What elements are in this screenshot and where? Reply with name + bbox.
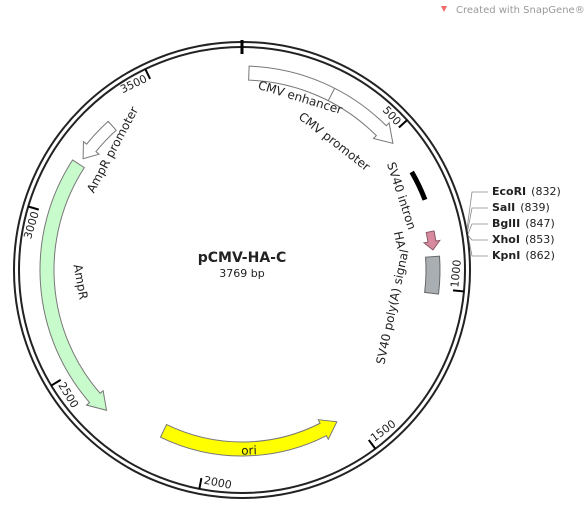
logo-icon	[441, 6, 447, 12]
site-leader	[467, 207, 488, 231]
site-name: KpnI	[492, 249, 520, 262]
site-label: XhoI (853)	[492, 233, 555, 246]
site-position: (839)	[520, 201, 550, 214]
tick-label: 1000	[448, 259, 464, 288]
ampr-promoter-arrow	[82, 120, 117, 160]
plasmid-name: pCMV-HA-C	[198, 250, 287, 266]
site-leader	[466, 191, 488, 229]
site-label: KpnI (862)	[492, 249, 555, 262]
feature-label: SV40 poly(A) signal	[373, 248, 411, 366]
ha-arrow	[422, 230, 441, 251]
site-leader	[468, 235, 488, 241]
site-position: (847)	[525, 217, 555, 230]
tick-mark	[50, 378, 62, 387]
polya-box	[424, 255, 441, 295]
site-label: SalI (839)	[492, 201, 550, 214]
plasmid-length: 3769 bp	[219, 267, 264, 280]
site-name: SalI	[492, 201, 515, 214]
tick-label: 2000	[203, 474, 233, 492]
tick-mark	[367, 439, 377, 450]
credit: Created with SnapGene®	[456, 5, 584, 16]
site-name: EcoRI	[492, 185, 526, 198]
tick-mark	[198, 477, 203, 490]
cmv-divider	[327, 88, 336, 101]
feature-label: ori	[241, 443, 257, 458]
ori-arrow	[159, 419, 338, 457]
site-label: EcoRI (832)	[492, 185, 561, 198]
site-position: (832)	[531, 185, 561, 198]
cmv-arrow	[248, 65, 394, 145]
ampr-arrow	[39, 159, 108, 411]
tick-mark	[27, 205, 40, 211]
site-position: (853)	[525, 233, 555, 246]
tick-label: 3000	[21, 210, 41, 241]
site-leader	[468, 239, 488, 257]
site-name: BglII	[492, 217, 520, 230]
snapgene-logo: Created with SnapGene®	[441, 5, 584, 16]
site-leader	[467, 223, 488, 234]
site-label: BglII (847)	[492, 217, 555, 230]
site-name: XhoI	[492, 233, 520, 246]
feature-label: AmpR	[70, 263, 90, 301]
sv40-intron	[409, 170, 428, 201]
tick-mark	[144, 68, 151, 80]
tick-mark	[398, 119, 408, 129]
tick-mark	[452, 289, 465, 293]
site-position: (862)	[525, 249, 555, 262]
feature-label: HA	[391, 230, 408, 251]
